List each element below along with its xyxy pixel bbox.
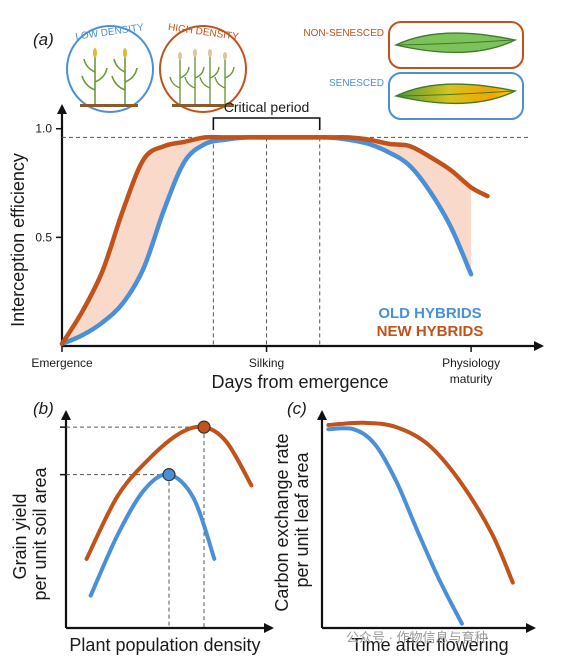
hybrid-gap-area bbox=[62, 137, 472, 344]
panel-a-label: (a) bbox=[33, 30, 54, 49]
legend-new-hybrids: NEW HYBRIDS bbox=[377, 323, 484, 340]
panel-a: (a) LOW DENSITY bbox=[8, 21, 544, 392]
panel-a-x-axis-title: Days from emergence bbox=[211, 372, 388, 392]
panel-c-line-new-hybrids bbox=[326, 420, 515, 585]
panel-c-y-axis-title: Carbon exchange rate per unit leaf area bbox=[272, 428, 312, 611]
watermark: 公众号 · 作物信息与育种 bbox=[346, 630, 488, 645]
panel-a-x-tick-label: Physiology maturity bbox=[442, 356, 500, 386]
high-density-icon bbox=[159, 25, 247, 113]
panel-b-y-axis-title: Grain yield per unit soil area bbox=[10, 466, 50, 600]
senesced-leaf-icon bbox=[388, 72, 524, 120]
panel-b-y-axis-title-line1: Grain yield bbox=[10, 493, 30, 579]
panel-c: (c) Time after flowering Carbon exchange… bbox=[272, 399, 536, 655]
panel-b-label: (b) bbox=[33, 399, 54, 418]
panel-c-x-axis-title: Time after flowering bbox=[351, 635, 508, 655]
legend-old-hybrids: OLD HYBRIDS bbox=[378, 305, 481, 322]
panel-c-y-axis-title-line2: per unit leaf area bbox=[292, 451, 312, 587]
panel-b-y-axis-title-line2: per unit soil area bbox=[30, 466, 50, 600]
low-density-icon bbox=[66, 25, 154, 113]
panel-c-line-old-hybrids bbox=[326, 426, 464, 626]
panel-b-line-old-hybrids bbox=[88, 472, 217, 598]
non-senesced-label: NON-SENESCED bbox=[303, 28, 384, 39]
panel-c-y-axis-title-line1: Carbon exchange rate bbox=[272, 433, 292, 611]
panel-c-label: (c) bbox=[287, 399, 307, 418]
non-senesced-leaf-icon bbox=[388, 21, 524, 69]
panel-b-optimum-point-old-hybrids bbox=[162, 468, 176, 482]
panel-a-y-axis-title: Interception efficiency bbox=[8, 153, 28, 327]
panel-b-line-new-hybrids bbox=[84, 424, 254, 561]
panel-a-line-new-hybrids bbox=[59, 134, 490, 347]
critical-period-bracket bbox=[212, 117, 321, 130]
panel-a-y-tick-label: 0.5 bbox=[35, 230, 52, 244]
panel-b: (b) Plant population density Grain yield… bbox=[10, 399, 274, 655]
panel-a-x-tick-label: Emergence bbox=[31, 356, 93, 370]
panel-b-x-axis-title: Plant population density bbox=[69, 635, 260, 655]
panel-a-x-tick-label: Silking bbox=[249, 356, 284, 370]
critical-period-label: Critical period bbox=[224, 99, 310, 115]
panel-a-y-tick-label: 1.0 bbox=[35, 122, 52, 136]
panel-b-optimum-point-new-hybrids bbox=[197, 420, 211, 434]
senesced-label: SENESCED bbox=[329, 78, 384, 89]
